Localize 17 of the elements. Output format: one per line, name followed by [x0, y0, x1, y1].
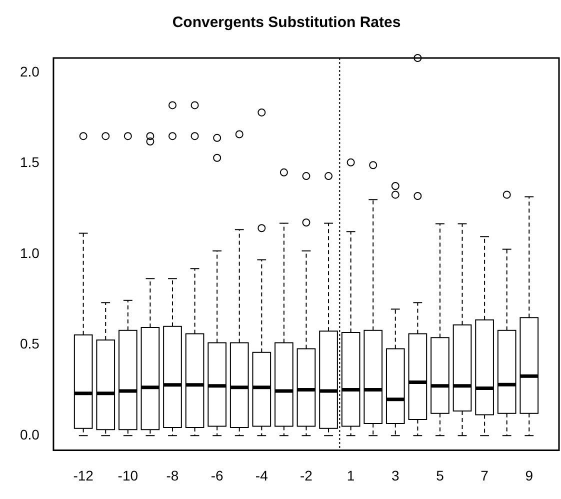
x-tick-label: -2: [300, 467, 313, 484]
x-tick-label: 3: [391, 467, 400, 484]
x-tick-label: -8: [166, 467, 179, 484]
x-tick-label: -6: [210, 467, 224, 484]
x-tick-label: 9: [525, 467, 534, 484]
x-tick-label: -10: [118, 467, 138, 484]
x-tick-label: 7: [480, 467, 489, 484]
x-tick-label: 5: [436, 467, 444, 484]
y-tick-label: 1.5: [20, 154, 40, 170]
y-tick-label: 0.5: [20, 336, 40, 352]
x-tick-label: 1: [346, 467, 355, 484]
x-tick-label: -4: [255, 467, 268, 484]
chart-title: Convergents Substitution Rates: [172, 14, 401, 32]
y-tick-label: 2.0: [20, 63, 40, 80]
x-tick-label: -12: [73, 467, 94, 484]
y-tick-label: 1.0: [20, 244, 40, 261]
y-tick-label: 0.0: [20, 426, 40, 443]
